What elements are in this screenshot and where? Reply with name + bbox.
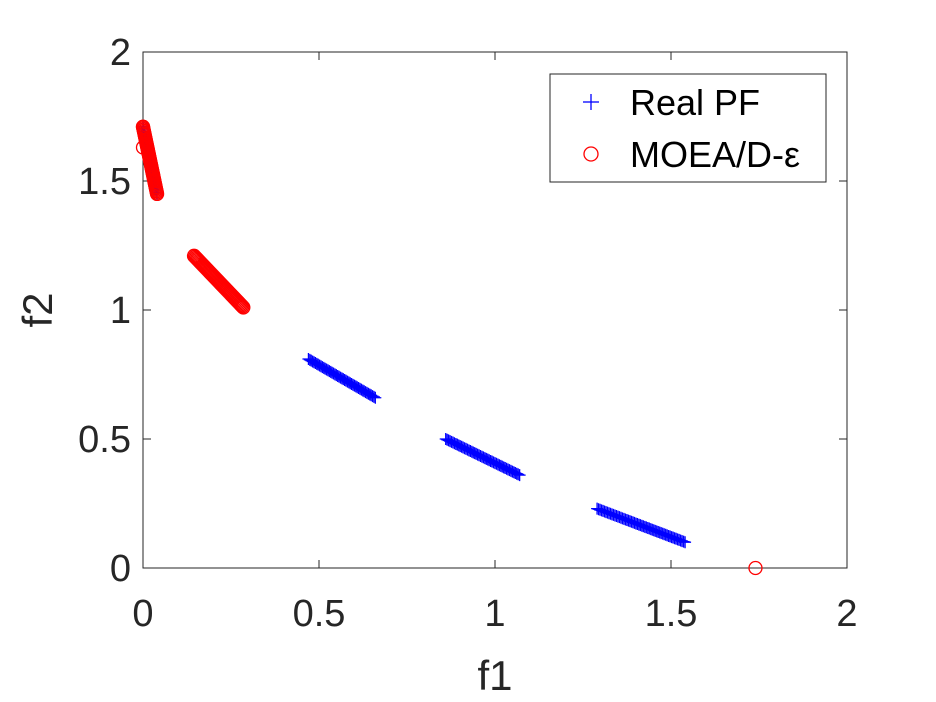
- moead-point: [233, 297, 248, 312]
- moead-point: [149, 186, 165, 202]
- real-pf-point: [510, 467, 523, 480]
- x-tick-label: 1: [484, 593, 505, 635]
- real-pf-point: [512, 468, 525, 481]
- moead-point: [236, 300, 251, 315]
- moead-point: [231, 295, 246, 310]
- y-tick-label: 1: [110, 290, 131, 332]
- data-marks: [135, 119, 763, 576]
- real-pf-point: [366, 390, 379, 403]
- x-axis-label: f1: [477, 652, 512, 699]
- moead-point: [135, 119, 151, 134]
- x-tick-label: 2: [836, 593, 857, 635]
- legend: Real PF MOEA/D-ε: [549, 73, 827, 183]
- x-tick-label: 0: [132, 593, 153, 635]
- y-axis-label: f2: [14, 292, 61, 327]
- axis-ticks: 0 0.5 1 1.5 2 0 0.5 1 1.5 2: [78, 32, 857, 635]
- y-tick-label: 0: [110, 548, 131, 590]
- moead-point: [234, 298, 249, 313]
- real-pf-point: [367, 390, 380, 403]
- moead-point: [748, 560, 763, 576]
- real-pf-point: [679, 536, 692, 549]
- moead-point: [135, 140, 151, 155]
- legend-marker-moead: [583, 146, 599, 162]
- moead-point: [232, 296, 247, 311]
- legend-label-moead: MOEA/D-ε: [630, 134, 800, 175]
- x-tick-label: 0.5: [293, 593, 346, 635]
- moead-point: [235, 299, 250, 314]
- y-tick-label: 1.5: [78, 161, 131, 203]
- real-pf-point: [369, 391, 382, 404]
- real-pf-point: [513, 469, 526, 482]
- x-tick-label: 1.5: [645, 593, 698, 635]
- legend-box: [549, 73, 827, 183]
- legend-label-real-pf: Real PF: [630, 82, 760, 123]
- y-tick-label: 0.5: [78, 419, 131, 461]
- y-tick-label: 2: [110, 32, 131, 74]
